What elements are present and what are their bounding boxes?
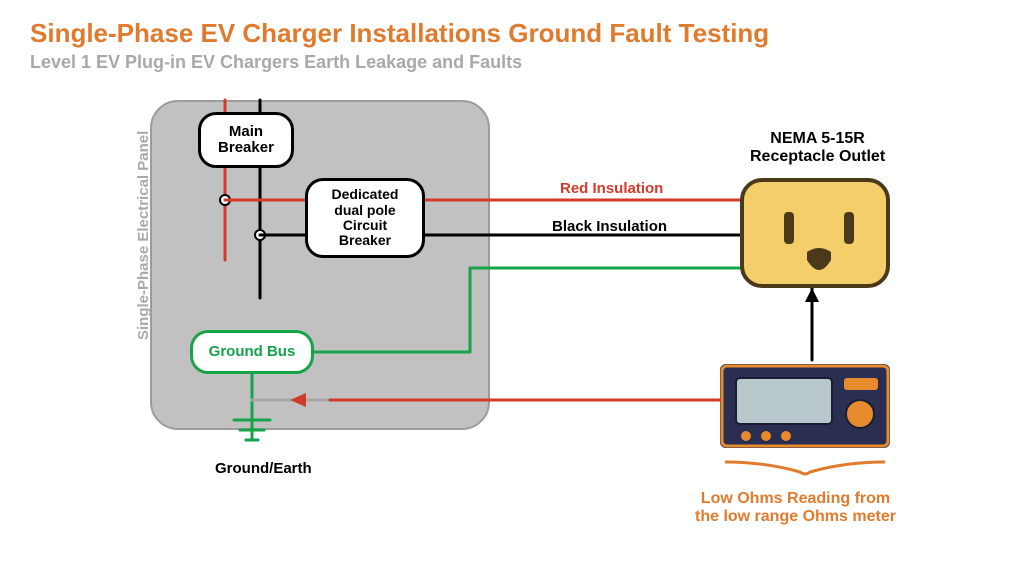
dual-pole-breaker-label: Dedicated dual pole Circuit Breaker [332,187,399,249]
black-insulation-label: Black Insulation [552,218,667,235]
ground-earth-label: Ground/Earth [215,460,312,477]
dual-pole-breaker-node: Dedicated dual pole Circuit Breaker [305,178,425,258]
red-insulation-label: Red Insulation [560,180,663,197]
nema-outlet [740,178,890,288]
main-breaker-label: Main Breaker [218,124,274,157]
outlet-label: NEMA 5-15R Receptacle Outlet [750,130,885,166]
main-breaker-node: Main Breaker [198,112,294,168]
ohms-meter [720,358,890,454]
ground-bus-node: Ground Bus [190,330,314,374]
page-subtitle: Level 1 EV Plug-in EV Chargers Earth Lea… [30,52,522,73]
panel-label: Single-Phase Electrical Panel [135,131,152,340]
page-title: Single-Phase EV Charger Installations Gr… [30,18,769,49]
ground-bus-label: Ground Bus [209,344,296,361]
brace-icon [720,458,890,482]
meter-caption: Low Ohms Reading from the low range Ohms… [695,490,896,526]
